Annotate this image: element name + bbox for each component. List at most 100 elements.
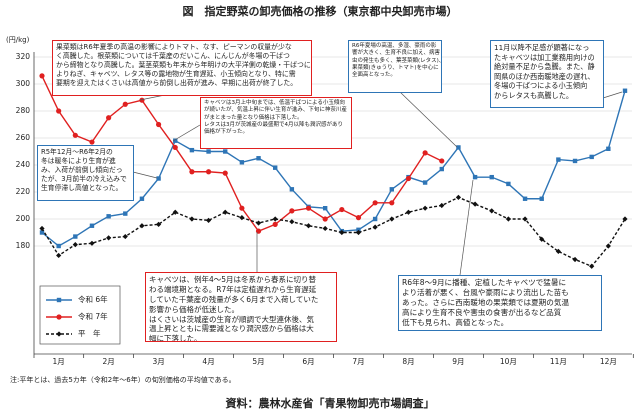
marker bbox=[139, 196, 145, 201]
x-tick-label: 10月 bbox=[500, 357, 517, 366]
marker bbox=[89, 139, 95, 145]
x-tick-label: 4月 bbox=[202, 357, 214, 366]
series bbox=[39, 194, 628, 269]
marker bbox=[139, 97, 145, 103]
marker bbox=[422, 150, 428, 156]
marker bbox=[272, 216, 278, 222]
marker bbox=[539, 196, 544, 201]
annotation: R5年12月～R6年2月の 冬は暖冬により生育が進 み、入荷が前倒し傾向だっ たが、3… bbox=[37, 145, 134, 201]
series-line bbox=[41, 90, 626, 247]
marker bbox=[223, 149, 228, 154]
marker bbox=[505, 216, 511, 222]
y-tick-label: 280 bbox=[16, 106, 31, 115]
y-tick-label: 260 bbox=[16, 133, 31, 142]
marker bbox=[405, 175, 412, 182]
marker bbox=[372, 216, 378, 222]
annotation-line: より活着が悪く、台風や豪雨により流出した苗も bbox=[402, 288, 569, 298]
marker bbox=[106, 235, 112, 241]
marker bbox=[222, 170, 228, 176]
marker bbox=[339, 229, 345, 236]
marker bbox=[156, 121, 162, 128]
connector bbox=[399, 91, 458, 148]
marker bbox=[539, 236, 545, 242]
annotation-line: が続いたが、気温上昇に伴い生育が進み、下旬に神奈川産 bbox=[204, 107, 347, 114]
marker bbox=[39, 73, 45, 79]
marker bbox=[106, 115, 112, 121]
annotation-line: 低下も見られ、高値となった。 bbox=[402, 318, 509, 328]
marker bbox=[73, 234, 78, 239]
marker bbox=[472, 201, 478, 207]
marker bbox=[189, 169, 195, 175]
y-tick-label: 240 bbox=[16, 160, 31, 169]
marker bbox=[239, 205, 245, 211]
x-tick-label: 8月 bbox=[402, 357, 414, 366]
marker bbox=[572, 256, 578, 263]
connector bbox=[132, 171, 158, 179]
marker bbox=[556, 157, 561, 162]
annotation-line: み、入荷が前倒し傾向だっ bbox=[41, 165, 123, 174]
marker bbox=[372, 224, 378, 230]
footnote: 注:平年とは、過去5カ年（令和2年～6年）の旬別価格の平均値である。 bbox=[10, 375, 236, 384]
connector bbox=[172, 124, 201, 142]
x-tick-label: 2月 bbox=[102, 357, 114, 366]
marker bbox=[72, 242, 78, 248]
marker bbox=[489, 208, 495, 214]
marker bbox=[322, 206, 328, 211]
annotation-line: よりねぎ、キャベツ、レタス等の露地物が生育遅延、小玉傾向となり、特に需 bbox=[56, 70, 296, 79]
y-tick-label: 220 bbox=[16, 187, 31, 196]
annotation: R6年夏場の高温、多湿、豪雨の影 響が大きく、生育不良に加え、病害 虫の発生も多く、… bbox=[348, 40, 442, 93]
marker bbox=[122, 101, 128, 107]
annotation-line: 温上昇とともに需要減となり潤沢感から価格は大 bbox=[149, 324, 314, 334]
marker bbox=[122, 233, 128, 240]
marker bbox=[522, 216, 528, 222]
y-tick-label: 300 bbox=[16, 79, 31, 88]
marker bbox=[222, 209, 228, 215]
marker bbox=[56, 314, 62, 320]
marker bbox=[355, 229, 362, 236]
x-tick-label: 3月 bbox=[152, 357, 164, 366]
marker bbox=[305, 205, 312, 211]
marker bbox=[422, 180, 428, 185]
marker bbox=[173, 138, 178, 143]
y-tick-label: 200 bbox=[16, 214, 31, 223]
annotation-line: 要期を迎えたはくさいは高値から前倒し出荷が進み、早期に出荷が終了した。 bbox=[56, 79, 298, 88]
marker bbox=[39, 230, 45, 235]
annotation-line: たが、3月前半の冷え込みで bbox=[41, 174, 127, 183]
legend-label: 令和 6年 bbox=[78, 294, 108, 304]
series bbox=[39, 73, 445, 234]
marker bbox=[606, 146, 611, 151]
x-tick-label: 7月 bbox=[352, 357, 364, 366]
marker bbox=[239, 215, 245, 221]
marker bbox=[422, 205, 428, 211]
annotation-line: 冬は暖冬により生育が進 bbox=[41, 156, 116, 165]
marker bbox=[56, 243, 61, 249]
annotation: キャベツは、例年4～5月は冬系から春系に切り替 わる端境期となる。R7年は定植遅れ… bbox=[145, 272, 337, 342]
y-unit: (円/kg) bbox=[6, 36, 30, 44]
x-tick-label: 6月 bbox=[302, 357, 314, 366]
marker bbox=[456, 145, 461, 150]
marker bbox=[39, 225, 45, 232]
marker bbox=[439, 166, 444, 172]
marker bbox=[522, 196, 528, 201]
legend-label: 令和 7年 bbox=[78, 311, 108, 321]
annotation-line: R6年8～9月に播種、定植したキャベツで猛暑に bbox=[402, 278, 567, 287]
marker bbox=[439, 158, 445, 164]
marker bbox=[489, 174, 494, 180]
annotation-line: R5年12月～R6年2月の bbox=[41, 148, 113, 156]
annotation-line: からレタスも高騰した。 bbox=[494, 90, 574, 100]
annotation-line: 価格が下がった。 bbox=[204, 129, 249, 135]
marker bbox=[172, 144, 178, 151]
marker bbox=[72, 132, 78, 138]
annotation-line: たキャベツは加工業務用向けの bbox=[494, 52, 595, 62]
annotation-line: 果菜類(きゅうり、トマト)を中心に bbox=[352, 64, 439, 71]
marker bbox=[455, 194, 462, 200]
marker bbox=[56, 108, 62, 114]
x-tick-label: 5月 bbox=[252, 357, 264, 366]
chart-title: 図 指定野菜の卸売価格の推移（東京都中央卸売市場） bbox=[183, 4, 458, 18]
marker bbox=[56, 252, 62, 259]
legend-label: 平 年 bbox=[78, 328, 101, 338]
marker bbox=[322, 225, 328, 232]
marker bbox=[89, 240, 95, 246]
marker bbox=[273, 165, 278, 170]
